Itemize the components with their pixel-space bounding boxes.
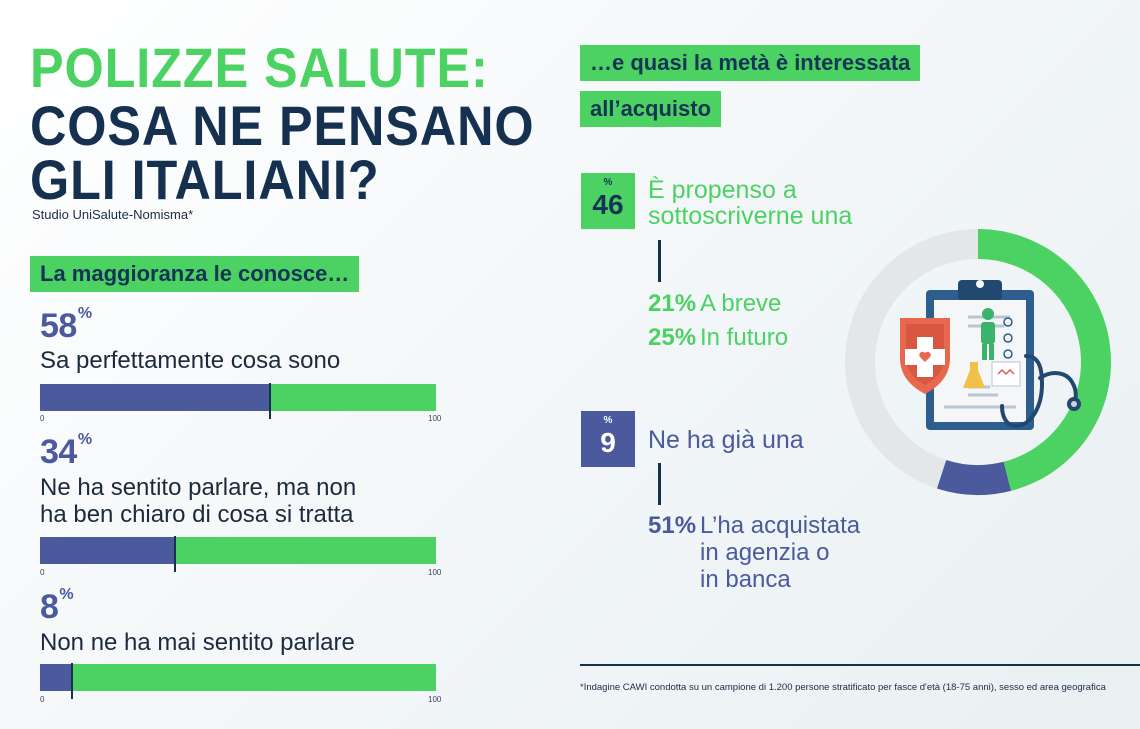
tick-max-3: 100 [428,695,442,704]
tick-min-2: 0 [40,568,45,577]
tick-max-1: 100 [428,414,442,423]
clip-hole [976,280,984,288]
heart-icon [919,351,931,362]
percent-sign: % [603,415,613,426]
title-line-2: COSA NE PENSANO [30,94,535,157]
item-3-percent: 8% [40,586,74,627]
bar-item-2 [40,536,436,572]
breakdown-2-label: In futuro [700,324,789,351]
bar-item-3 [40,663,436,699]
connector-line-1 [658,240,661,282]
item-1-percent: 58% [40,305,92,346]
breakdown-1-value: 21% [648,290,697,317]
item-3-value: 8 [40,588,59,626]
propensi-number-box: % 46 [581,173,635,229]
clipboard-illustration [900,280,1081,430]
item-2-label-line-1: Ne ha sentito parlare, ma non [40,474,357,501]
bar-item-1 [40,383,436,419]
item-1-label: Sa perfettamente cosa sono [40,347,341,374]
donut-chart [845,229,1111,495]
stethoscope-tube [1000,354,1045,429]
bar-fill-3 [40,664,72,691]
section-heading-right-line-2: all’acquisto [580,91,722,127]
donut-slice-1 [978,229,1111,491]
donut-slice-2 [936,459,1012,495]
title-line-3: GLI ITALIANI? [30,148,380,211]
donut-slices [845,229,1111,495]
footnote: *Indagine CAWI condotta su un campione d… [580,682,1106,693]
heartbeat-icon [997,368,1015,376]
percent-sign: % [77,305,92,322]
propensi-value: 46 [592,189,624,220]
propensi-text-line-2: sottoscriverne una [648,202,853,230]
donut-slice-3 [845,229,978,489]
possessori-breakdown-line-2: in agenzia o [700,539,830,566]
footnote-divider [580,664,1140,666]
body-figure-icon [981,308,995,360]
possessori-value: 9 [600,427,616,458]
propensi-text-line-1: È propenso a [648,176,797,204]
breakdown-1-label: A breve [700,290,782,317]
possessori-breakdown-line-3: in banca [700,566,791,593]
clipboard-clip [958,280,1002,300]
tick-min-3: 0 [40,695,45,704]
stethoscope-head-center [1071,401,1077,407]
item-2-percent: 34% [40,431,92,472]
bar-marker-2 [173,536,176,572]
item-2-label-line-2: ha ben chiaro di cosa si tratta [40,501,354,528]
possessori-breakdown-value: 51% [648,512,697,539]
section-heading-left: La maggioranza le conosce… [30,256,360,292]
bar-fill-2 [40,537,175,564]
figure-pointers [1003,317,1013,359]
possessori-text: Ne ha già una [648,426,804,454]
subtitle: Studio UniSalute-Nomisma* [32,207,194,222]
possessori-breakdown-line-1: L’ha acquistata [700,512,861,539]
item-1-value: 58 [40,307,77,345]
percent-sign: % [77,431,92,448]
connector-line-2 [658,463,661,505]
possessori-number-box: % 9 [581,411,635,467]
bar-fill-1 [40,384,270,411]
bar-marker-1 [268,383,271,419]
percent-sign: % [603,177,613,188]
bar-marker-3 [70,663,73,699]
title-line-1: POLIZZE SALUTE: [30,36,489,99]
item-3-label: Non ne ha mai sentito parlare [40,629,355,656]
tick-max-2: 100 [428,568,442,577]
flask-icon [963,362,985,388]
section-heading-right-line-1: …e quasi la metà è interessata [580,45,921,81]
breakdown-2-value: 25% [648,324,697,351]
tick-min-1: 0 [40,414,45,423]
item-2-value: 34 [40,433,77,471]
percent-sign: % [59,586,74,603]
